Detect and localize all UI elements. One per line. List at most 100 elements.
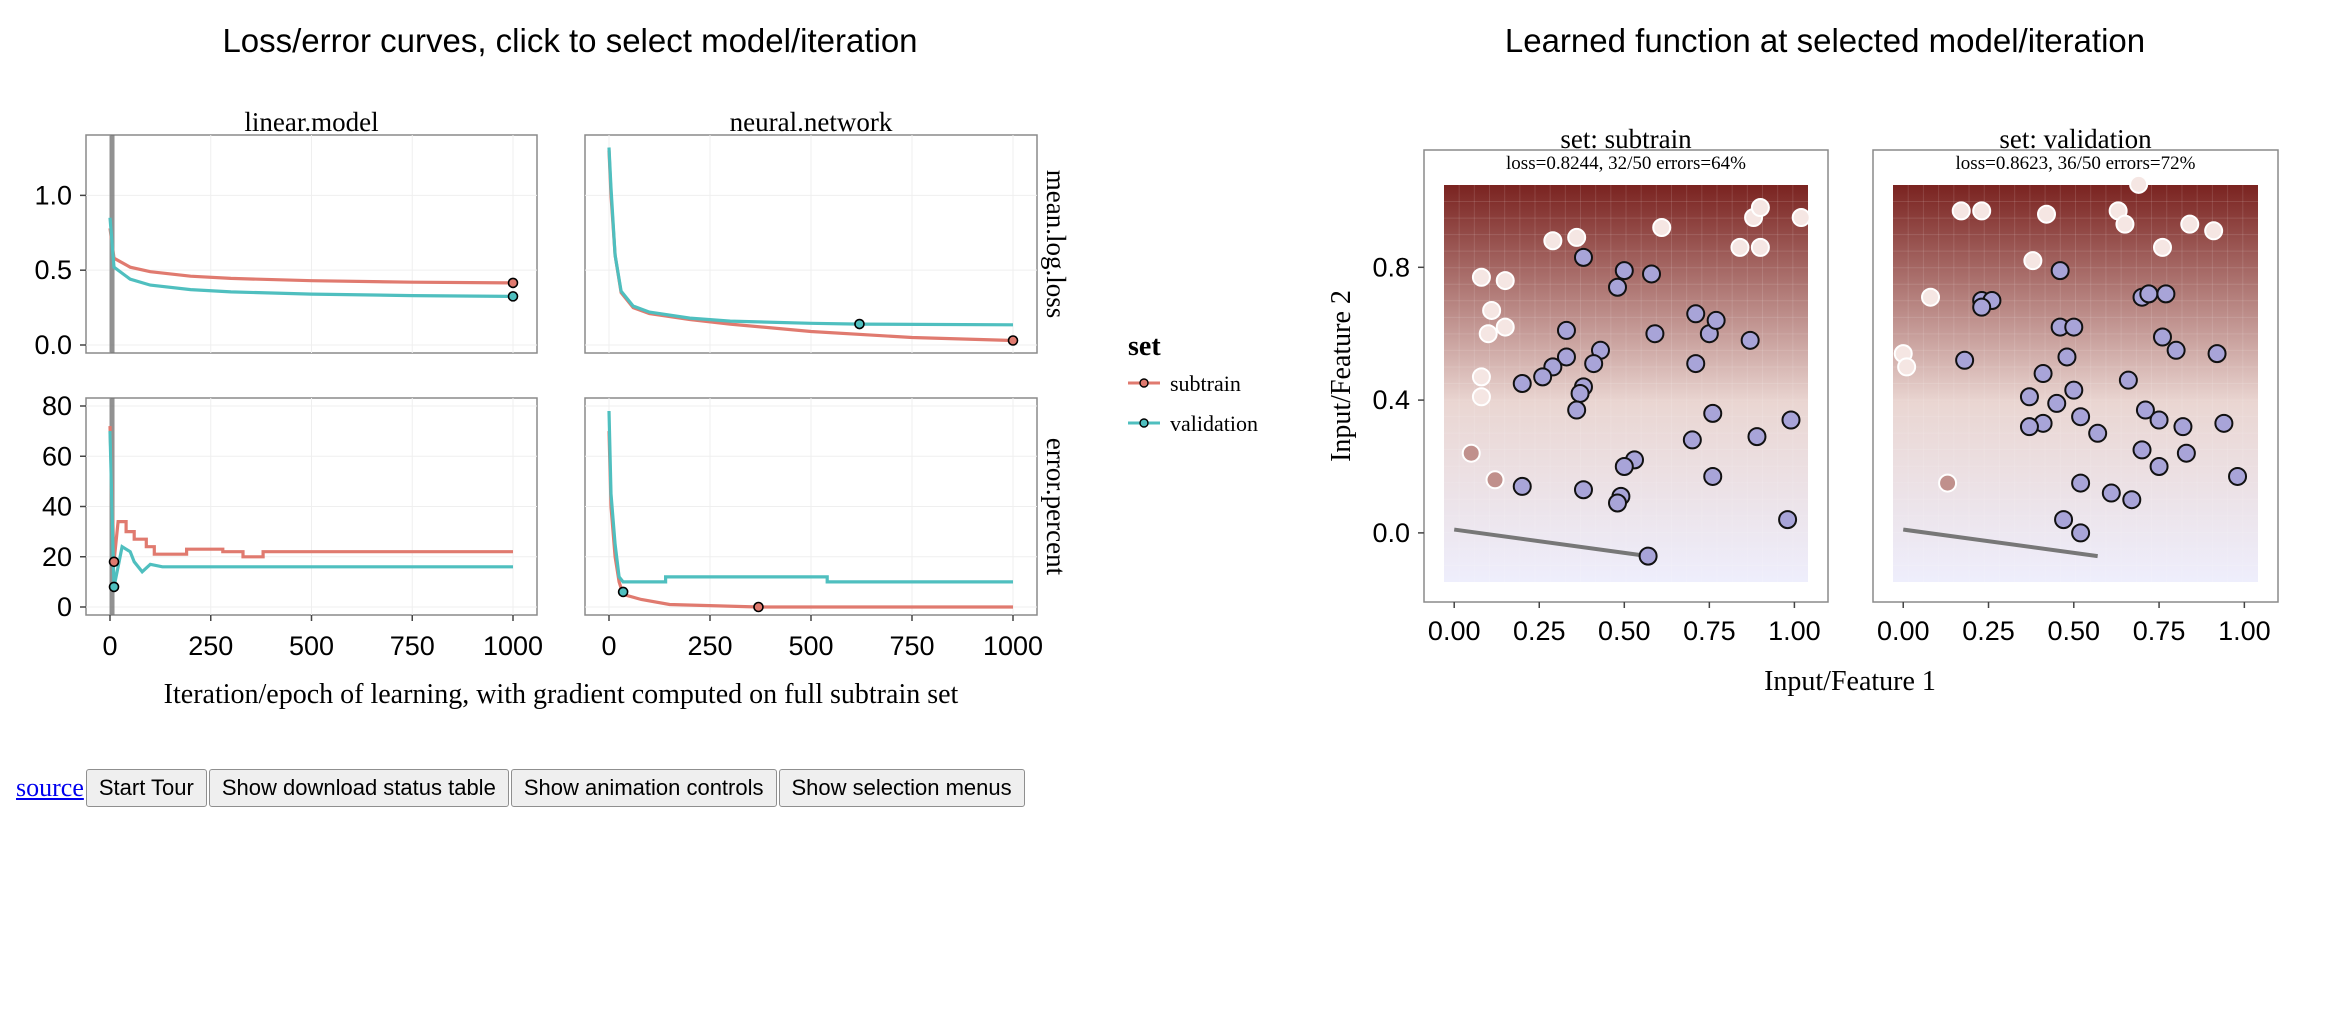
- selected-marker-subtrain[interactable]: [108, 556, 120, 568]
- panel-linear.model-error.percent[interactable]: [85, 397, 538, 616]
- data-point-neg: [1682, 430, 1702, 450]
- x-tick-label: 500: [788, 631, 833, 661]
- show-download-status-button[interactable]: Show download status table: [208, 769, 509, 807]
- selected-marker-validation[interactable]: [507, 291, 519, 302]
- y-tick-label: 40: [42, 492, 72, 522]
- x-tick-label: 0.75: [1683, 616, 1736, 646]
- source-link[interactable]: source: [16, 773, 84, 802]
- data-point-pos: [1471, 387, 1491, 407]
- selected-marker-subtrain[interactable]: [753, 601, 764, 613]
- data-point-neg: [1556, 320, 1576, 340]
- data-point-pos: [1567, 227, 1587, 247]
- loss-curves-chart[interactable]: linear.model 0.0 0.5 1.0 0 20 40 60 80 0 250 500 750…: [34, 107, 1258, 710]
- data-point-pos: [1730, 237, 1750, 257]
- data-point-pos: [1471, 367, 1491, 387]
- x-tick-label: 750: [889, 631, 934, 661]
- data-point-neg: [2173, 417, 2193, 437]
- data-point-pos: [1750, 198, 1770, 218]
- selected-marker-validation[interactable]: [108, 581, 120, 593]
- selected-marker-validation[interactable]: [617, 586, 629, 598]
- data-point-pos: [1471, 267, 1491, 287]
- x-tick-label: 1.00: [1768, 616, 1821, 646]
- facet-strip-error.percent: error.percent: [1041, 438, 1071, 576]
- data-point-mix: [1938, 473, 1958, 493]
- data-point-neg: [1570, 383, 1590, 403]
- x-tick-label: 0.75: [2133, 616, 2186, 646]
- series-line-subtrain[interactable]: [108, 426, 513, 562]
- right-chart-title: Learned function at selected model/itera…: [1504, 22, 2146, 59]
- data-point-pos: [1921, 287, 1941, 307]
- data-point-pos: [1543, 231, 1563, 251]
- data-point-neg: [1740, 330, 1760, 350]
- data-point-pos: [2204, 221, 2224, 241]
- data-point-pos: [2152, 237, 2172, 257]
- loss-annotation: loss=0.8244, 32/50 errors=64%: [1506, 153, 1746, 174]
- x-axis-label: Input/Feature 1: [1764, 666, 1936, 697]
- legend: set subtrain validation: [1128, 331, 1258, 436]
- data-point-neg: [2019, 417, 2039, 437]
- x-tick-label: 0: [102, 631, 117, 661]
- selected-marker-validation[interactable]: [854, 318, 865, 330]
- data-point-neg: [1556, 347, 1576, 367]
- decision-boundary-line: [1453, 527, 1649, 559]
- series-line-validation[interactable]: [607, 410, 1013, 584]
- series-line-subtrain[interactable]: [108, 228, 514, 285]
- data-point-neg: [1703, 403, 1723, 423]
- data-point-neg: [2088, 423, 2108, 443]
- y-axis-label: Input/Feature 2: [1326, 290, 1357, 462]
- series-line-validation[interactable]: [108, 217, 514, 298]
- data-point-pos: [1478, 324, 1498, 344]
- scatter-panel-validation: loss=0.8623, 36/50 errors=72%: [1872, 149, 2279, 603]
- x-tick-label: 1.00: [2218, 616, 2271, 646]
- x-tick-label: 500: [289, 631, 334, 661]
- data-point-neg: [2207, 344, 2227, 364]
- data-point-neg: [1747, 427, 1767, 447]
- data-point-neg: [1607, 493, 1627, 513]
- x-tick-label: 0: [601, 631, 616, 661]
- data-point-neg: [2101, 483, 2121, 503]
- series-line-validation[interactable]: [607, 147, 1014, 327]
- data-point-pos: [1791, 208, 1811, 228]
- selected-marker-subtrain[interactable]: [507, 277, 519, 289]
- legend-title: set: [1128, 331, 1161, 362]
- data-point-pos: [2180, 214, 2200, 234]
- x-tick-label: 250: [188, 631, 233, 661]
- x-tick-label: 250: [687, 631, 732, 661]
- y-tick-label: 0: [57, 592, 72, 622]
- data-point-neg: [2033, 364, 2053, 384]
- data-point-neg: [2064, 380, 2084, 400]
- data-point-mix: [1461, 443, 1481, 463]
- x-tick-label: 0.25: [1962, 616, 2015, 646]
- x-tick-label: 0.00: [1428, 616, 1481, 646]
- panel-linear.model-mean.log.loss[interactable]: [85, 134, 538, 354]
- data-point-pos: [1951, 201, 1971, 221]
- scatter-panel-subtrain: loss=0.8244, 32/50 errors=64%: [1423, 149, 1829, 603]
- panel-neural.network-mean.log.loss[interactable]: [584, 134, 1038, 354]
- facet-label-neural.network: neural.network: [730, 107, 893, 137]
- data-point-neg: [1972, 297, 1992, 317]
- y-tick-label: 1.0: [34, 180, 72, 210]
- data-point-neg: [1584, 354, 1604, 374]
- data-point-neg: [1573, 247, 1593, 267]
- show-selection-menus-button[interactable]: Show selection menus: [778, 769, 1025, 807]
- x-tick-label: 0.25: [1513, 616, 1566, 646]
- data-point-neg: [2152, 327, 2172, 347]
- selected-marker-subtrain[interactable]: [1007, 335, 1019, 346]
- facet-label-linear.model: linear.model: [244, 107, 378, 137]
- data-point-neg: [2071, 407, 2091, 427]
- data-point-neg: [2118, 370, 2138, 390]
- data-point-pos: [2129, 174, 2149, 194]
- decision-boundary-line: [1902, 527, 2098, 559]
- data-point-neg: [1607, 277, 1627, 297]
- data-point-neg: [1512, 476, 1532, 496]
- series-line-validation[interactable]: [108, 431, 513, 588]
- y-tick-label: 60: [42, 441, 72, 471]
- data-point-pos: [1482, 300, 1502, 320]
- panel-neural.network-error.percent[interactable]: [584, 397, 1038, 616]
- start-tour-button[interactable]: Start Tour: [85, 769, 207, 807]
- data-point-neg: [1573, 480, 1593, 500]
- show-animation-controls-button[interactable]: Show animation controls: [510, 769, 777, 807]
- data-point-neg: [2149, 410, 2169, 430]
